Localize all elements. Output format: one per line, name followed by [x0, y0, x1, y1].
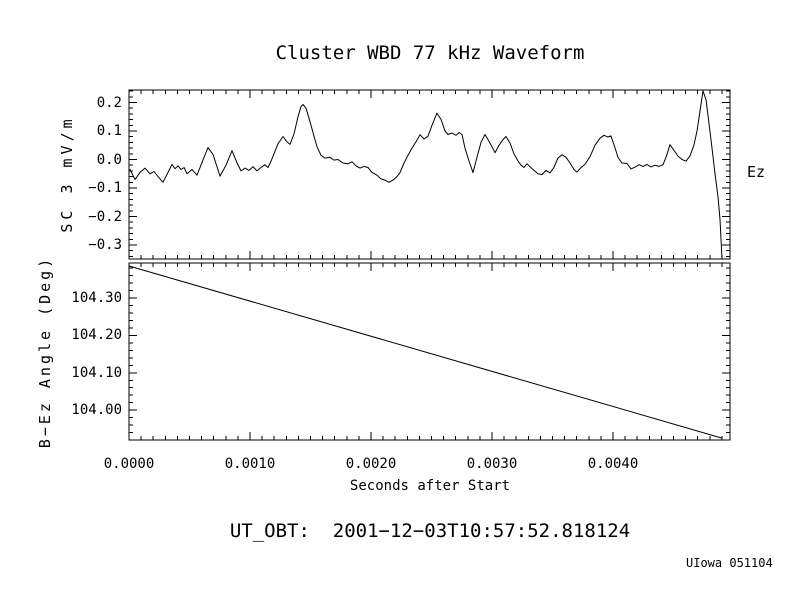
angle-panel-frame	[128, 262, 731, 441]
waveform-y-tick-label: −0.1	[88, 180, 122, 196]
waveform-y-tick-label: −0.2	[88, 208, 122, 225]
tick-marks	[128, 263, 730, 440]
x-axis-label: Seconds after Start	[349, 478, 511, 494]
x-tick-label: 0.0020	[345, 456, 397, 472]
trace-label-ez: Ez	[747, 163, 766, 181]
y-axis-label-waveform: SC 3 mV/m	[58, 115, 76, 233]
waveform-y-tick-label: −0.3	[88, 237, 122, 253]
y-axis-label-angle: B−Ez Angle (Deg)	[36, 255, 54, 449]
ut-obt-timestamp: UT_OBT: 2001−12−03T10:57:52.818124	[229, 520, 631, 542]
waveform-panel-frame	[128, 89, 731, 260]
waveform-trace	[129, 90, 723, 260]
x-tick-label: 0.0000	[103, 456, 155, 472]
waveform-y-tick-label: 0.0	[96, 151, 122, 168]
angle-y-tick-label: 104.20	[71, 327, 122, 344]
angle-y-tick-label: 104.10	[71, 364, 122, 381]
x-tick-label: 0.0030	[466, 456, 518, 472]
waveform-y-tick-label: 0.1	[96, 123, 122, 139]
angle-y-tick-label: 104.00	[71, 402, 122, 419]
tick-marks	[128, 90, 730, 259]
x-tick-label: 0.0010	[224, 456, 276, 472]
chart-title: Cluster WBD 77 kHz Waveform	[275, 42, 585, 64]
angle-y-tick-label: 104.30	[71, 290, 122, 307]
x-tick-label: 0.0040	[587, 456, 639, 472]
credit-label: UIowa 051104	[686, 556, 773, 570]
waveform-y-tick-label: 0.2	[96, 94, 122, 111]
angle-trace	[128, 265, 723, 439]
